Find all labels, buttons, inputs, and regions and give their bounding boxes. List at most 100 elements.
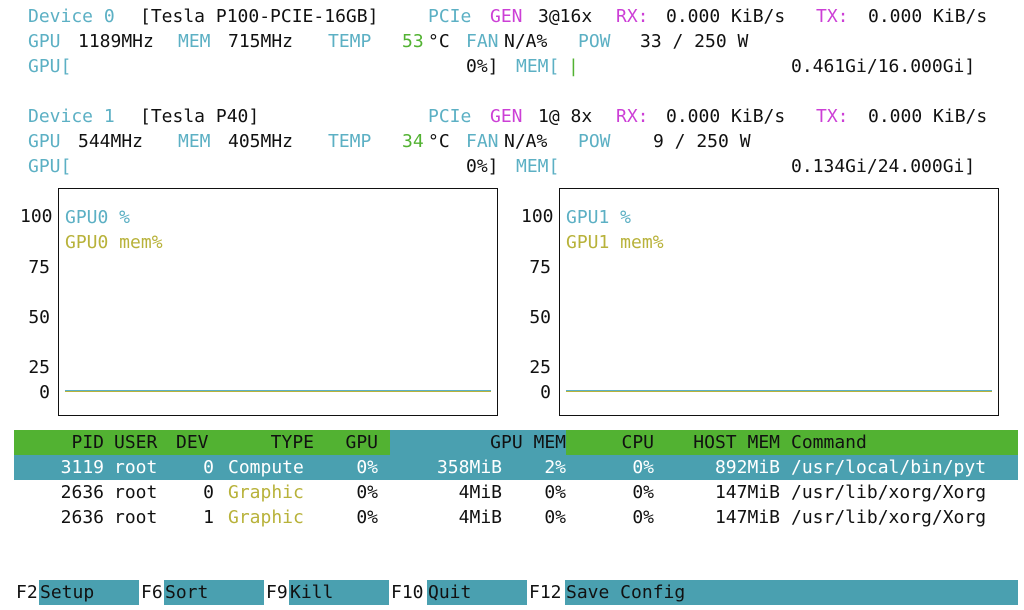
row-dev: 0	[203, 482, 214, 503]
mem-bar-label: MEM[	[516, 56, 560, 77]
y-tick-label: 75	[28, 257, 50, 278]
tx-value: 0.000 KiB/s	[868, 6, 988, 27]
temp-label: TEMP	[328, 131, 372, 152]
mem-bar-fill: |	[568, 56, 579, 77]
fan-value: N/A%	[504, 131, 548, 152]
row-gpu-mem: 4MiB	[458, 507, 502, 528]
mem-clock-value: 715MHz	[228, 31, 294, 52]
chart-frame: GPU1 % GPU1 mem%	[559, 188, 999, 416]
device-label: Device 1	[28, 106, 115, 127]
device-name: [Tesla P40]	[140, 106, 260, 127]
rx-value: 0.000 KiB/s	[666, 106, 786, 127]
row-cpu: 0%	[632, 507, 654, 528]
row-gpu-mem-pct: 0%	[544, 507, 566, 528]
pow-label: POW	[578, 31, 611, 52]
row-host-mem: 147MiB	[714, 507, 780, 528]
device-0-bars-line: GPU[ 0%] MEM[ | 0.461Gi/16.000Gi]	[28, 54, 1018, 79]
temp-unit: °C	[428, 31, 450, 52]
fkey-action: Setup	[40, 582, 95, 603]
row-gpu-mem-pct: 2%	[544, 457, 566, 478]
col-gpu-mem[interactable]: GPU MEM	[490, 432, 566, 453]
fkey-label: F2	[16, 582, 38, 603]
col-dev[interactable]: DEV	[176, 432, 209, 453]
row-gpu-mem-pct: 0%	[544, 482, 566, 503]
gpu-util-value: 0%]	[466, 156, 499, 177]
row-pid: 2636	[60, 482, 104, 503]
table-header: PID USER DEV TYPE GPU GPU MEM CPU HOST M…	[0, 430, 1024, 455]
pcie-label: PCIe	[428, 106, 472, 127]
row-user: root	[114, 482, 158, 503]
col-command[interactable]: Command	[791, 432, 867, 453]
table-row[interactable]: 2636 root 0 Graphic 0% 4MiB 0% 0% 147MiB…	[0, 480, 1024, 505]
row-gpu: 0%	[356, 482, 378, 503]
tx-value: 0.000 KiB/s	[868, 106, 988, 127]
temp-value: 34	[402, 131, 424, 152]
fkey-action: Kill	[290, 582, 334, 603]
col-pid[interactable]: PID	[71, 432, 104, 453]
mem-clock-value: 405MHz	[228, 131, 294, 152]
tx-label: TX:	[816, 6, 849, 27]
mem-clock-label: MEM	[178, 31, 211, 52]
legend-gpu-series: GPU0 %	[65, 207, 131, 228]
device-label: Device 0	[28, 6, 115, 27]
row-user: root	[114, 457, 158, 478]
row-gpu: 0%	[356, 507, 378, 528]
mem-usage-value: 0.461Gi/16.000Gi]	[791, 56, 976, 77]
gpu-util-series-line	[566, 390, 992, 391]
device-1-header-line: Device 1 [Tesla P40] PCIe GEN 1@ 8x RX: …	[28, 104, 1018, 129]
gpu-clock-label: GPU	[28, 131, 61, 152]
table-header-sorted-segment	[390, 430, 566, 455]
pow-value: 9 / 250 W	[653, 131, 751, 152]
row-pid: 3119	[60, 457, 104, 478]
device-name: [Tesla P100-PCIE-16GB]	[140, 6, 379, 27]
legend-mem-series: GPU1 mem%	[566, 232, 664, 253]
row-command: /usr/lib/xorg/Xorg	[791, 507, 987, 528]
pcie-label: PCIe	[428, 6, 472, 27]
device-1-stats-line: GPU 544MHz MEM 405MHz TEMP 34 °C FAN N/A…	[28, 129, 1018, 154]
mem-usage-value: 0.134Gi/24.000Gi]	[791, 156, 976, 177]
fan-value: N/A%	[504, 31, 548, 52]
col-host-mem[interactable]: HOST MEM	[693, 432, 780, 453]
fkey-action: Quit	[428, 582, 472, 603]
y-tick-label: 100	[521, 206, 554, 227]
device-0-header-line: Device 0 [Tesla P100-PCIE-16GB] PCIe GEN…	[28, 4, 1018, 29]
fkey-action-bar	[565, 580, 1018, 605]
fkey-action-bar	[164, 580, 264, 605]
row-dev: 0	[203, 457, 214, 478]
gpu-clock-value: 544MHz	[78, 131, 144, 152]
fan-label: FAN	[466, 31, 499, 52]
col-user[interactable]: USER	[114, 432, 158, 453]
col-cpu[interactable]: CPU	[621, 432, 654, 453]
row-type: Graphic	[228, 507, 304, 528]
pow-label: POW	[578, 131, 611, 152]
device-0-stats-line: GPU 1189MHz MEM 715MHz TEMP 53 °C FAN N/…	[28, 29, 1018, 54]
y-tick-label: 0	[540, 382, 551, 403]
gen-label: GEN	[490, 106, 523, 127]
y-tick-label: 100	[20, 206, 53, 227]
mem-clock-label: MEM	[178, 131, 211, 152]
tx-label: TX:	[816, 106, 849, 127]
gpu-util-series-line	[65, 390, 491, 391]
col-type[interactable]: TYPE	[270, 432, 314, 453]
rx-value: 0.000 KiB/s	[666, 6, 786, 27]
fkey-action: Sort	[165, 582, 209, 603]
chart-frame: GPU0 % GPU0 mem%	[58, 188, 498, 416]
mem-bar-label: MEM[	[516, 156, 560, 177]
table-row[interactable]: 3119 root 0 Compute 0% 358MiB 2% 0% 892M…	[0, 455, 1024, 480]
table-row[interactable]: 2636 root 1 Graphic 0% 4MiB 0% 0% 147MiB…	[0, 505, 1024, 530]
row-cpu: 0%	[632, 457, 654, 478]
gpu-util-bar-label: GPU[	[28, 56, 72, 77]
row-gpu-mem: 4MiB	[458, 482, 502, 503]
pow-value: 33 / 250 W	[640, 31, 749, 52]
col-gpu[interactable]: GPU	[345, 432, 378, 453]
row-host-mem: 147MiB	[714, 482, 780, 503]
fkey-label: F9	[266, 582, 288, 603]
gpu-util-bar-label: GPU[	[28, 156, 72, 177]
mem-util-series-line	[566, 391, 992, 392]
row-gpu-mem: 358MiB	[436, 457, 502, 478]
fkey-action-bar	[39, 580, 139, 605]
row-dev: 1	[203, 507, 214, 528]
temp-label: TEMP	[328, 31, 372, 52]
gen-value: 1@ 8x	[538, 106, 593, 127]
fkey-label: F10	[391, 582, 424, 603]
